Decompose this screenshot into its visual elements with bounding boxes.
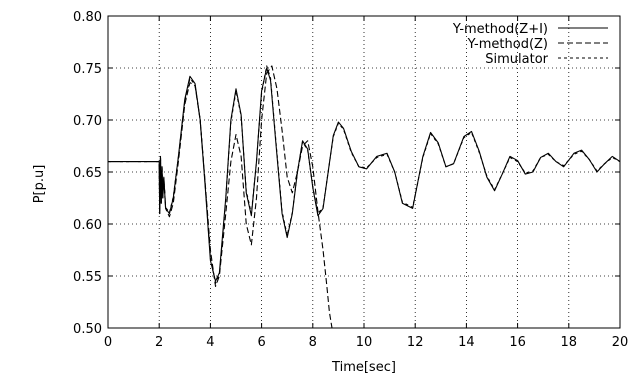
x-tick-label: 20 [612,335,629,350]
y-tick-label: 0.60 [73,218,102,233]
y-tick-label: 0.75 [73,62,102,77]
y-tick-label: 0.50 [73,322,102,337]
x-tick-label: 4 [206,335,214,350]
x-tick-label: 10 [356,335,373,350]
x-axis-label: Time[sec] [331,360,396,374]
legend-label-1: Y-method(Z+I) [452,22,548,37]
series-line-3 [108,65,620,284]
y-tick-label: 0.70 [73,114,102,129]
legend-label-3: Simulator [485,52,548,67]
y-tick-label: 0.65 [73,166,102,181]
legend-label-2: Y-method(Z) [467,37,548,52]
x-tick-label: 0 [104,335,112,350]
grid-lines [108,16,620,328]
series-lines [108,65,620,328]
series-line-2 [108,65,333,328]
series-line-1 [108,67,620,282]
x-tick-label: 2 [155,335,163,350]
x-tick-label: 18 [561,335,578,350]
x-tick-label: 16 [509,335,526,350]
y-axis-label: P[p.u] [32,165,47,204]
x-tick-label: 12 [407,335,424,350]
tick-labels: 0 2 4 6 8 10 12 14 16 18 20 0.50 0.55 0.60 0.65 0.70 0.7… [73,10,628,350]
x-tick-label: 14 [458,335,475,350]
axes [107,15,621,329]
x-tick-label: 6 [257,335,265,350]
legend: Y-method(Z+I)Y-method(Z)Simulator [452,22,608,67]
y-tick-label: 0.80 [73,10,102,25]
x-tick-label: 8 [309,335,317,350]
y-tick-label: 0.55 [73,270,102,285]
